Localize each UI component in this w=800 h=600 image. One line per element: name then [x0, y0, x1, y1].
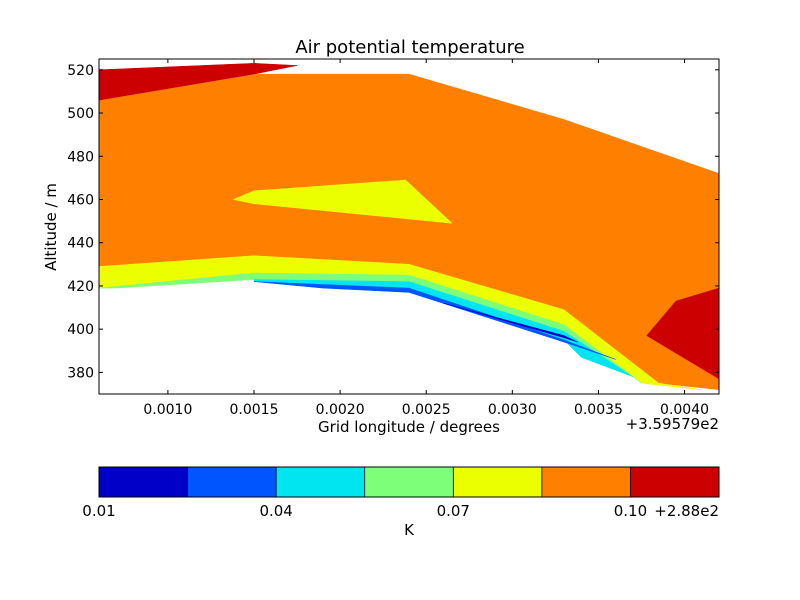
colorbar-swatch [99, 467, 188, 497]
chart-title: Air potential temperature [295, 37, 524, 58]
contour-region [99, 63, 298, 101]
x-tick-label: 0.0030 [488, 402, 537, 418]
contour-regions [99, 63, 719, 390]
x-axis-label: Grid longitude / degrees [318, 418, 500, 436]
y-tick-label: 480 [67, 149, 94, 165]
x-tick-label: 0.0010 [143, 402, 192, 418]
y-tick-label: 520 [67, 63, 94, 79]
colorbar [99, 467, 719, 497]
colorbar-tick-label: 0.10 [614, 502, 647, 520]
y-tick-label: 400 [67, 322, 94, 338]
x-tick-label: 0.0040 [660, 402, 709, 418]
colorbar-swatch [453, 467, 542, 497]
y-tick-label: 420 [67, 279, 94, 295]
y-tick-label: 500 [67, 106, 94, 122]
contour-region [443, 302, 578, 343]
colorbar-swatch [541, 467, 631, 497]
colorbar-swatch [187, 467, 277, 497]
colorbar-ticks: 0.01 0.04 0.07 0.10 [82, 502, 647, 520]
colorbar-swatch [364, 467, 454, 497]
contour-region [646, 287, 719, 380]
colorbar-swatch [630, 467, 719, 497]
contour-region [232, 179, 453, 224]
y-tick-label: 440 [67, 236, 94, 252]
y-axis-ticks: 380 400 420 440 460 480 500 520 [67, 63, 719, 381]
x-tick-label: 0.0035 [574, 402, 623, 418]
x-tick-label: 0.0020 [316, 402, 365, 418]
colorbar-label: K [404, 521, 415, 539]
x-offset-label: +3.59579e2 [626, 415, 719, 433]
y-axis-label: Altitude / m [42, 183, 60, 271]
colorbar-tick-label: 0.04 [259, 502, 292, 520]
colorbar-tick-label: 0.01 [82, 502, 115, 520]
x-tick-label: 0.0025 [402, 402, 451, 418]
y-tick-label: 380 [67, 365, 94, 381]
colorbar-frame [98, 466, 720, 498]
x-axis-ticks: 0.0010 0.0015 0.0020 0.0025 0.0030 0.0035 0.00… [143, 59, 709, 418]
y-tick-label: 460 [67, 192, 94, 208]
x-tick-label: 0.0015 [230, 402, 279, 418]
contour-region [253, 281, 616, 360]
colorbar-offset-label: +2.88e2 [654, 502, 719, 520]
colorbar-swatch [276, 467, 365, 497]
colorbar-tick-label: 0.07 [437, 502, 470, 520]
plot-frame [98, 58, 720, 395]
